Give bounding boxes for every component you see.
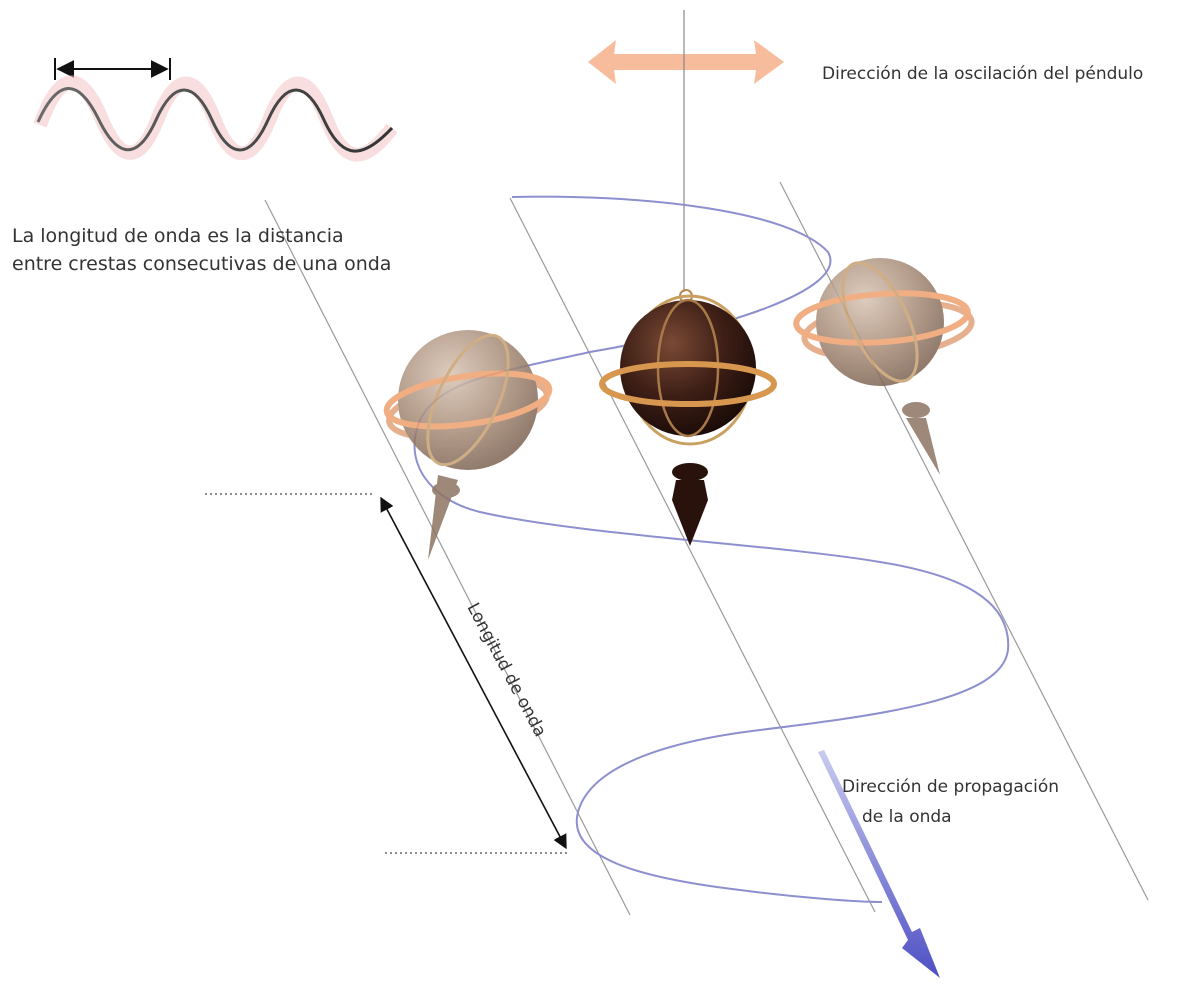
pendulum-right-meridian: [841, 261, 919, 383]
helical-wave-path: [413, 195, 1010, 903]
propagation-label-line1: Dirección de propagación: [842, 777, 1060, 797]
pendulum-right-knob: [902, 402, 930, 418]
small-wave: [36, 87, 394, 153]
guide-line-left: [264, 199, 631, 916]
pendulum-center-equator-ring: [599, 361, 777, 407]
pendulum-left-meridian: [426, 333, 510, 467]
pendulum-left-front-ring: [383, 370, 553, 430]
wavelength-definition-text: La longitud de onda es la distancia entr…: [12, 225, 392, 275]
propagation-direction-label: Dirección de propagación de la onda: [842, 772, 1122, 832]
pendulum-center: [599, 289, 777, 546]
guide-line-center: [509, 197, 876, 913]
pendulum-left-knob: [432, 482, 460, 498]
pendulum-right-tip: [906, 418, 940, 475]
oscillation-direction-arrow: [588, 40, 784, 84]
pendulum-right-bob: [816, 258, 944, 386]
pendulum-center-tip: [672, 480, 708, 546]
wavelength-axis-arrow: [380, 496, 567, 850]
wavelength-wave-illustration: [33, 58, 398, 162]
propagation-direction-arrow: [818, 750, 940, 978]
pendulum-center-knob: [672, 463, 708, 481]
pendulum-right: [793, 258, 975, 475]
wavelength-reference-lines: [205, 493, 570, 854]
small-wave-shadow: [33, 75, 398, 162]
pendulum-left-bob: [398, 330, 538, 470]
pendulum-left: [383, 330, 553, 560]
oscillation-direction-label: Dirección de la oscilación del péndulo: [822, 64, 1144, 84]
pendulum-right-front-ring: [793, 290, 971, 346]
propagation-label-line2: de la onda: [862, 807, 952, 827]
